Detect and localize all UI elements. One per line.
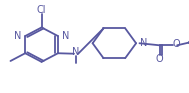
Text: N: N (72, 47, 80, 57)
Text: N: N (62, 31, 69, 41)
Text: O: O (156, 54, 163, 64)
Text: N: N (140, 38, 148, 48)
Text: N: N (14, 31, 21, 41)
Text: O: O (172, 39, 180, 49)
Text: Cl: Cl (37, 5, 46, 15)
